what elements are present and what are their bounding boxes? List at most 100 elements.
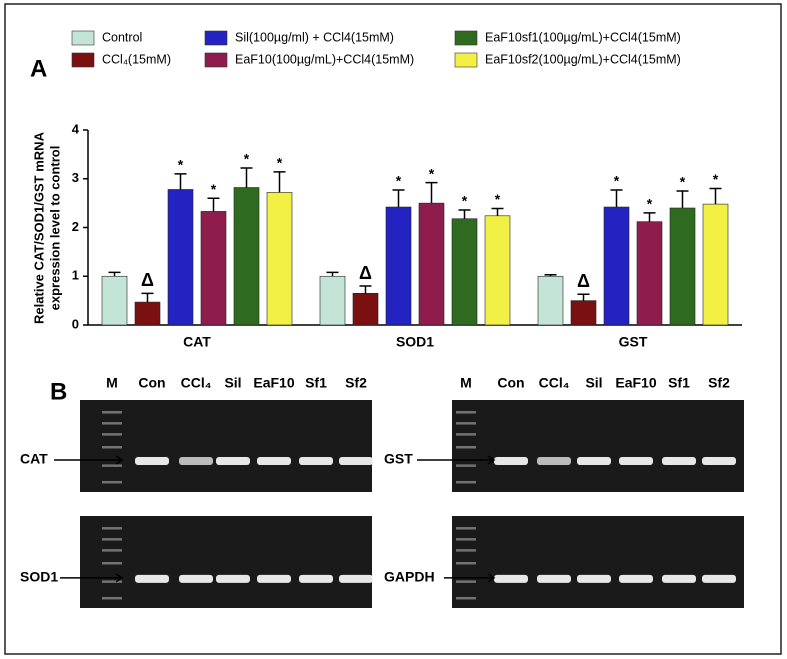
legend-label: EaF10sf1(100µg/mL)+CCl4(15mM) <box>485 30 681 44</box>
ladder-band <box>456 480 476 484</box>
bar <box>233 187 260 326</box>
ladder-band <box>102 480 122 484</box>
bar <box>603 206 630 326</box>
significance-marker: * <box>462 193 468 209</box>
sample-band <box>135 574 169 583</box>
significance-marker: * <box>396 173 402 189</box>
ladder-band <box>456 433 476 436</box>
ladder-band <box>102 538 122 541</box>
bar <box>537 275 564 326</box>
error-bar <box>108 271 121 277</box>
arrow <box>417 455 496 465</box>
gel-image <box>80 400 372 492</box>
x-tick-label: CAT <box>183 334 211 350</box>
legend-label: Sil(100µg/ml) + CCl4(15mM) <box>235 30 394 44</box>
ladder-band <box>102 527 122 530</box>
y-tick-label: 4 <box>72 121 80 136</box>
error-bar <box>174 173 187 190</box>
significance-marker: Δ <box>359 263 372 283</box>
error-bar <box>392 189 405 208</box>
legend-swatch <box>71 52 95 68</box>
sample-band <box>662 457 696 466</box>
error-bar <box>643 212 656 222</box>
bar <box>702 203 729 326</box>
sample-band <box>619 574 653 583</box>
sample-band <box>537 457 571 466</box>
sample-band <box>577 574 611 583</box>
blot-label: GAPDH <box>384 569 435 585</box>
ladder-band <box>456 562 476 565</box>
significance-marker: * <box>211 181 217 197</box>
error-bar <box>577 293 590 301</box>
lane-label: Con <box>497 375 524 391</box>
bar <box>352 293 379 326</box>
panel-label: B <box>50 378 67 405</box>
sample-band <box>257 574 291 583</box>
y-tick-label: 2 <box>72 219 79 234</box>
legend-swatch <box>204 30 228 46</box>
legend-swatch <box>454 52 478 68</box>
lane-label: M <box>460 375 472 391</box>
ladder-band <box>456 527 476 530</box>
significance-marker: * <box>244 151 250 167</box>
ladder-band <box>102 433 122 436</box>
sample-band <box>216 574 250 583</box>
legend-swatch <box>71 30 95 46</box>
significance-marker: Δ <box>141 270 154 290</box>
lane-label: EaF10 <box>253 375 294 391</box>
bar <box>669 207 696 326</box>
sample-band <box>179 457 213 466</box>
legend-label: EaF10(100µg/mL)+CCl4(15mM) <box>235 52 414 66</box>
ladder-band <box>102 580 122 583</box>
legend-label: EaF10sf2(100µg/mL)+CCl4(15mM) <box>485 52 681 66</box>
y-tick-label: 3 <box>72 170 79 185</box>
error-bar <box>425 181 438 204</box>
significance-marker: * <box>178 157 184 173</box>
error-bar <box>610 189 623 208</box>
legend-swatch <box>204 52 228 68</box>
significance-marker: Δ <box>577 271 590 291</box>
bar <box>570 300 597 326</box>
gel-image <box>452 400 744 492</box>
ladder-band <box>456 538 476 541</box>
error-bar <box>141 292 154 303</box>
error-bar <box>207 197 220 212</box>
ladder-band <box>456 596 476 600</box>
x-tick-label: GST <box>619 334 648 350</box>
ladder-band <box>102 422 122 425</box>
bar <box>451 218 478 326</box>
bar <box>418 202 445 326</box>
x-tick-label: SOD1 <box>396 334 434 350</box>
error-bar <box>491 207 504 216</box>
blot-label: GST <box>384 451 413 467</box>
bar <box>200 211 227 326</box>
lane-label: Sf2 <box>708 375 730 391</box>
sample-band <box>339 574 373 583</box>
error-bar <box>709 187 722 205</box>
significance-marker: * <box>495 191 501 207</box>
bar <box>101 275 128 326</box>
sample-band <box>216 457 250 466</box>
y-axis-label: Relative CAT/SOD1/GST mRNA <box>31 131 46 324</box>
sample-band <box>257 457 291 466</box>
lane-label: Sf1 <box>305 375 327 391</box>
legend-label: CCl₄(15mM) <box>102 52 171 66</box>
significance-marker: * <box>277 155 283 171</box>
sample-band <box>577 457 611 466</box>
panel-label: A <box>30 55 47 82</box>
error-bar <box>359 285 372 294</box>
bar <box>134 301 161 326</box>
ladder-band <box>102 411 122 414</box>
sample-band <box>299 574 333 583</box>
lane-label: EaF10 <box>615 375 656 391</box>
blot-label: SOD1 <box>20 569 58 585</box>
ladder-band <box>456 422 476 425</box>
lane-label: Sf2 <box>345 375 367 391</box>
error-bar <box>458 209 471 219</box>
error-bar <box>240 167 253 188</box>
gel-image <box>80 516 372 608</box>
ladder-band <box>456 580 476 583</box>
lane-label: CCl₄ <box>181 375 212 391</box>
y-axis-label: expression level to control <box>47 146 62 311</box>
lane-label: Con <box>138 375 165 391</box>
